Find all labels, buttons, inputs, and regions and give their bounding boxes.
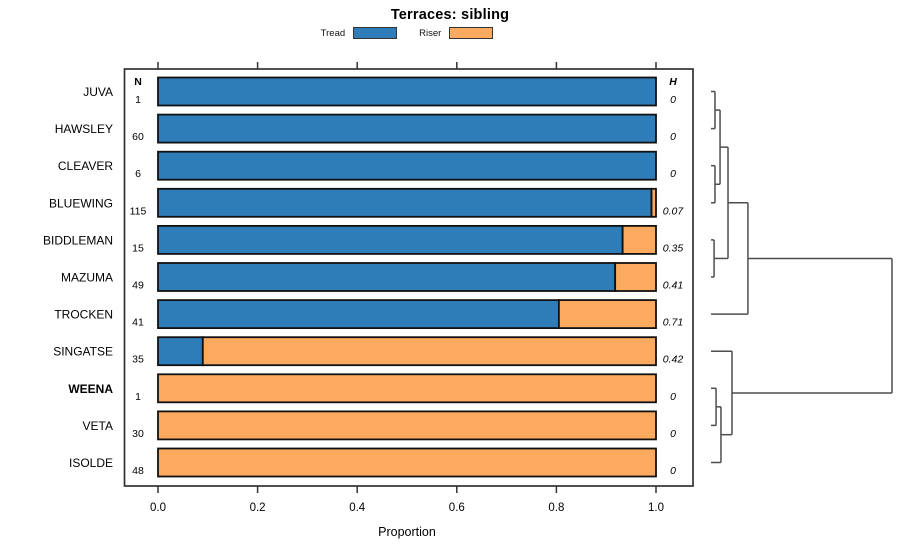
- bar-segment-tread: [157, 336, 204, 367]
- h-value: 0: [670, 168, 676, 180]
- x-tick-label: 0.0: [150, 502, 166, 514]
- n-value: 6: [135, 168, 141, 180]
- x-tick-label: 0.6: [449, 502, 465, 514]
- n-column-header: N: [134, 76, 142, 88]
- bar-segment-riser: [614, 262, 657, 292]
- h-value: 0.71: [663, 317, 683, 329]
- n-value: 15: [132, 242, 144, 254]
- bar-segment-tread: [157, 113, 657, 144]
- bar-segment-riser: [157, 410, 657, 441]
- riser-swatch: [449, 27, 494, 39]
- row-label: SINGATSE: [53, 345, 113, 359]
- h-value: 0: [670, 428, 676, 440]
- bar-segment-tread: [157, 299, 560, 330]
- x-tick-label: 0.4: [349, 502, 366, 514]
- bar-segment-tread: [157, 187, 653, 218]
- x-tick-label: 0.2: [250, 502, 266, 514]
- n-value: 115: [130, 205, 147, 217]
- row-label: VETA: [83, 419, 113, 433]
- h-value: 0.07: [663, 205, 685, 217]
- bar-segment-riser: [201, 336, 657, 367]
- x-tick-label: 0.8: [548, 502, 564, 514]
- n-value: 41: [132, 317, 144, 329]
- legend-item-riser: Riser: [419, 27, 494, 39]
- n-value: 49: [132, 280, 144, 292]
- row-label: ISOLDE: [69, 456, 113, 470]
- row-label: BIDDLEMAN: [43, 233, 113, 247]
- n-value: 30: [132, 428, 144, 440]
- row-label: HAWSLEY: [55, 122, 113, 136]
- tread-swatch: [353, 27, 398, 39]
- bar-segment-tread: [157, 150, 657, 181]
- bar-segment-riser: [650, 187, 657, 218]
- row-label: JUVA: [83, 85, 113, 99]
- legend: Tread Riser: [0, 26, 814, 40]
- bar-segment-tread: [157, 262, 617, 292]
- h-value: 0: [670, 94, 676, 106]
- bar-segment-tread: [157, 76, 657, 107]
- legend-label-riser: Riser: [419, 27, 442, 39]
- n-value: 35: [132, 354, 144, 366]
- row-label: TROCKEN: [54, 308, 113, 322]
- legend-label-tread: Tread: [320, 27, 346, 39]
- n-value: 60: [132, 131, 144, 143]
- x-axis-label: Proportion: [378, 525, 436, 539]
- h-value: 0.41: [663, 280, 683, 292]
- n-value: 1: [135, 391, 141, 403]
- row-label: MAZUMA: [61, 271, 113, 285]
- chart-title: Terraces: sibling: [390, 7, 510, 23]
- h-value: 0: [670, 465, 676, 477]
- row-label: BLUEWING: [49, 196, 113, 210]
- h-value: 0.35: [663, 242, 684, 254]
- row-label: WEENA: [68, 382, 113, 396]
- legend-item-tread: Tread: [320, 27, 398, 39]
- x-tick-label: 1.0: [648, 502, 664, 514]
- bar-segment-tread: [157, 224, 624, 255]
- h-column-header: H: [669, 76, 677, 88]
- plot-frame: [123, 68, 694, 487]
- h-value: 0.42: [663, 354, 684, 366]
- bar-segment-riser: [157, 373, 657, 404]
- bar-segment-riser: [157, 447, 657, 478]
- h-value: 0: [670, 131, 676, 143]
- n-value: 1: [135, 94, 141, 106]
- h-value: 0: [670, 391, 676, 403]
- bar-segment-riser: [557, 299, 657, 330]
- row-label: CLEAVER: [58, 159, 113, 173]
- bar-segment-riser: [621, 224, 657, 255]
- n-value: 48: [132, 465, 144, 477]
